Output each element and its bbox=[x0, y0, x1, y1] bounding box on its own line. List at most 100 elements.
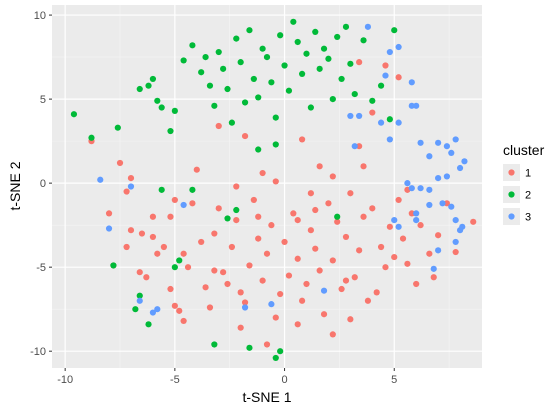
legend-key-3 bbox=[508, 213, 515, 220]
data-point-cluster-1 bbox=[316, 163, 323, 170]
data-point-cluster-3 bbox=[377, 119, 385, 126]
data-point-cluster-2 bbox=[259, 45, 266, 52]
data-point-cluster-3 bbox=[356, 112, 363, 120]
data-point-cluster-2 bbox=[158, 186, 165, 193]
data-point-cluster-2 bbox=[158, 104, 165, 111]
data-point-cluster-2 bbox=[325, 55, 332, 62]
data-point-cluster-1 bbox=[382, 62, 389, 69]
data-point-cluster-3 bbox=[439, 200, 446, 207]
data-point-cluster-2 bbox=[334, 213, 341, 220]
data-point-cluster-3 bbox=[364, 23, 372, 30]
data-point-cluster-1 bbox=[116, 159, 124, 167]
data-point-cluster-3 bbox=[426, 153, 433, 160]
data-point-cluster-2 bbox=[272, 114, 279, 121]
y-tick-label: -10 bbox=[30, 346, 46, 358]
data-point-cluster-2 bbox=[215, 48, 222, 56]
data-point-cluster-2 bbox=[329, 96, 336, 103]
data-point-cluster-2 bbox=[136, 85, 143, 93]
data-point-cluster-3 bbox=[408, 185, 415, 192]
data-point-cluster-1 bbox=[395, 74, 402, 81]
data-point-cluster-1 bbox=[320, 311, 328, 318]
data-point-cluster-1 bbox=[338, 285, 345, 293]
data-point-cluster-3 bbox=[386, 136, 393, 143]
data-point-cluster-2 bbox=[272, 141, 279, 148]
data-point-cluster-2 bbox=[202, 53, 209, 61]
legend-title: cluster bbox=[503, 142, 545, 158]
data-point-cluster-3 bbox=[417, 185, 424, 192]
data-point-cluster-1 bbox=[127, 227, 135, 234]
data-point-cluster-2 bbox=[277, 348, 284, 355]
data-point-cluster-1 bbox=[364, 297, 372, 304]
x-tick-label: 5 bbox=[391, 374, 397, 386]
data-point-cluster-1 bbox=[105, 210, 113, 217]
data-point-cluster-1 bbox=[138, 230, 146, 237]
data-point-cluster-1 bbox=[149, 233, 157, 241]
data-point-cluster-2 bbox=[224, 215, 231, 222]
data-point-cluster-1 bbox=[193, 166, 200, 173]
data-point-cluster-2 bbox=[180, 57, 187, 64]
data-point-cluster-3 bbox=[320, 287, 328, 294]
data-point-cluster-2 bbox=[246, 344, 253, 351]
data-point-cluster-1 bbox=[211, 267, 218, 274]
data-point-cluster-1 bbox=[241, 299, 249, 306]
data-point-cluster-3 bbox=[149, 309, 157, 316]
data-point-cluster-1 bbox=[263, 341, 271, 348]
data-point-cluster-2 bbox=[377, 82, 385, 89]
data-point-cluster-2 bbox=[255, 146, 262, 153]
data-point-cluster-1 bbox=[470, 218, 477, 225]
data-point-cluster-1 bbox=[356, 247, 363, 254]
legend-label-1: 1 bbox=[525, 168, 531, 180]
y-tick-labels: -10 -5 0 5 10 bbox=[30, 10, 46, 358]
data-point-cluster-2 bbox=[290, 18, 297, 25]
data-point-cluster-1 bbox=[452, 248, 459, 256]
data-point-cluster-3 bbox=[154, 306, 161, 313]
minor-gridlines bbox=[52, 5, 482, 368]
data-point-cluster-1 bbox=[369, 205, 376, 212]
data-point-cluster-1 bbox=[399, 235, 407, 242]
x-axis-title: t-SNE 1 bbox=[242, 389, 291, 405]
data-point-cluster-1 bbox=[167, 285, 174, 293]
data-point-cluster-2 bbox=[211, 102, 218, 109]
data-point-cluster-2 bbox=[224, 85, 231, 93]
data-point-cluster-1 bbox=[408, 210, 415, 217]
data-point-cluster-1 bbox=[307, 190, 314, 197]
legend: cluster 1 2 3 bbox=[503, 142, 545, 225]
data-point-cluster-1 bbox=[347, 190, 354, 197]
data-point-cluster-2 bbox=[334, 33, 341, 41]
data-point-cluster-1 bbox=[160, 243, 167, 251]
data-point-cluster-3 bbox=[443, 173, 450, 180]
data-point-cluster-3 bbox=[413, 210, 420, 217]
data-point-cluster-1 bbox=[386, 223, 393, 230]
data-point-cluster-2 bbox=[88, 134, 95, 141]
data-point-cluster-2 bbox=[176, 257, 183, 264]
data-point-cluster-2 bbox=[303, 50, 310, 57]
legend-label-2: 2 bbox=[525, 190, 531, 202]
data-point-cluster-3 bbox=[413, 217, 420, 224]
data-point-cluster-3 bbox=[435, 139, 442, 146]
data-point-cluster-1 bbox=[413, 280, 420, 288]
x-tick-label: -10 bbox=[57, 374, 73, 386]
data-point-cluster-1 bbox=[237, 324, 244, 331]
data-point-cluster-1 bbox=[123, 243, 130, 251]
data-point-cluster-1 bbox=[391, 253, 398, 261]
data-point-cluster-2 bbox=[132, 306, 139, 313]
data-point-cluster-1 bbox=[167, 213, 174, 220]
data-point-cluster-2 bbox=[360, 37, 367, 44]
data-point-cluster-3 bbox=[426, 201, 433, 209]
data-point-cluster-3 bbox=[456, 164, 464, 172]
data-point-cluster-1 bbox=[325, 200, 332, 207]
x-tick-label: 0 bbox=[281, 374, 287, 386]
data-point-cluster-1 bbox=[307, 227, 314, 234]
data-point-cluster-3 bbox=[391, 217, 398, 224]
data-point-cluster-2 bbox=[294, 38, 301, 46]
data-point-cluster-1 bbox=[237, 289, 244, 296]
data-point-cluster-1 bbox=[426, 250, 433, 257]
legend-key-1 bbox=[508, 169, 515, 176]
data-point-cluster-3 bbox=[452, 217, 459, 224]
data-point-cluster-1 bbox=[259, 277, 266, 284]
data-point-cluster-1 bbox=[228, 243, 235, 251]
data-point-cluster-1 bbox=[356, 59, 363, 66]
data-point-cluster-1 bbox=[215, 205, 222, 212]
data-point-cluster-2 bbox=[145, 321, 152, 328]
